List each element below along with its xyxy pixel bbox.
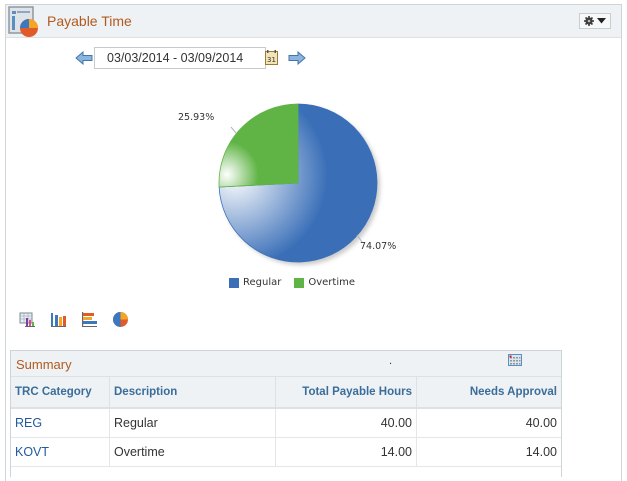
total-hours-cell: 40.00 <box>275 408 417 438</box>
pagelet-title: Payable Time <box>47 13 132 29</box>
svg-text:31: 31 <box>267 56 276 64</box>
summary-marker: . <box>389 355 393 367</box>
summary-header: Summary . <box>11 351 561 377</box>
legend-swatch-regular <box>229 277 239 288</box>
pagelet-options-button[interactable] <box>579 13 611 29</box>
table-header-row: TRC Category Description Total Payable H… <box>11 377 561 409</box>
pie-chart: 25.93% 74.07% <box>150 98 430 298</box>
legend-item-regular[interactable]: Regular <box>229 277 281 288</box>
col-total-payable-hours[interactable]: Total Payable Hours <box>275 377 417 409</box>
legend-label: Overtime <box>308 277 356 288</box>
arrow-right-icon[interactable] <box>288 51 306 65</box>
legend-item-overtime[interactable]: Overtime <box>294 277 355 288</box>
col-needs-approval[interactable]: Needs Approval <box>416 377 561 409</box>
description-cell: Overtime <box>109 437 276 467</box>
legend-label: Regular <box>243 277 282 288</box>
table-row: REG Regular 40.00 40.00 <box>11 408 561 438</box>
needs-approval-cell: 40.00 <box>416 408 561 438</box>
col-trc-category[interactable]: TRC Category <box>11 377 110 409</box>
total-hours-cell: 14.00 <box>275 437 417 467</box>
chart-type-toolbar <box>19 311 129 328</box>
horizontal-bar-chart-icon[interactable] <box>81 311 98 328</box>
arrow-left-icon[interactable] <box>75 51 93 65</box>
gear-icon <box>584 16 594 26</box>
summary-title: Summary <box>16 357 72 372</box>
regular-pct-label: 74.07% <box>360 241 397 252</box>
description-cell: Regular <box>109 408 276 438</box>
col-description[interactable]: Description <box>109 377 276 409</box>
trc-cell: REG <box>11 408 110 438</box>
summary-table: TRC Category Description Total Payable H… <box>11 377 561 467</box>
table-row: KOVT Overtime 14.00 14.00 <box>11 437 561 467</box>
date-range-field[interactable]: 03/03/2014 - 03/09/2014 <box>94 47 266 69</box>
calendar-icon[interactable]: 31 <box>265 50 278 65</box>
trc-link[interactable]: KOVT <box>15 445 50 459</box>
grid-view-icon[interactable] <box>508 354 522 366</box>
pie-chart-graphic <box>218 103 380 265</box>
trc-cell: KOVT <box>11 437 110 467</box>
chevron-down-icon <box>597 18 606 24</box>
legend-swatch-overtime <box>294 277 305 288</box>
needs-approval-cell: 14.00 <box>416 437 561 467</box>
bar-chart-icon[interactable] <box>50 311 67 328</box>
trc-link[interactable]: REG <box>15 416 43 430</box>
pagelet-chart-icon <box>8 6 38 37</box>
pagelet-header: Payable Time <box>6 5 621 38</box>
overtime-pct-label: 25.93% <box>178 112 215 123</box>
pie-chart-icon[interactable] <box>112 311 129 328</box>
summary-grid: Summary . TRC Category Description Total… <box>10 350 562 477</box>
chart-legend: Regular Overtime <box>229 277 368 288</box>
table-view-icon[interactable] <box>19 311 36 328</box>
